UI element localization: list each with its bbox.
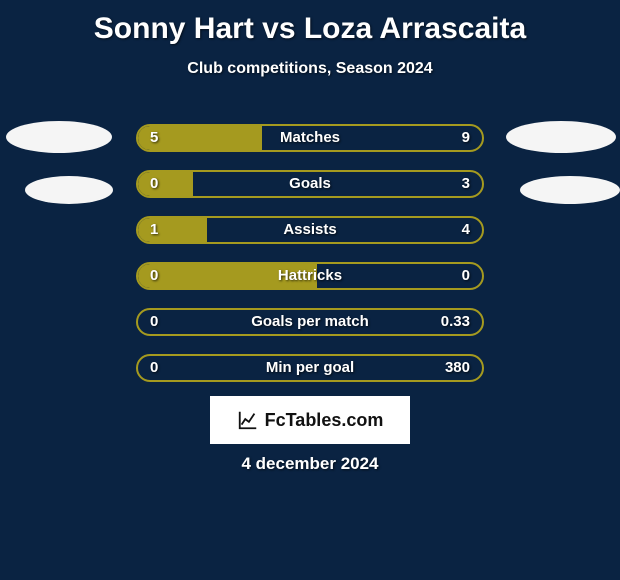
page-title: Sonny Hart vs Loza Arrascaita: [0, 0, 620, 46]
stat-bar: 1Assists4: [136, 216, 484, 244]
bar-label: Matches: [138, 126, 482, 150]
chart-icon: [237, 409, 259, 431]
bar-value-right: 0: [462, 264, 470, 288]
date-label: 4 december 2024: [0, 454, 620, 474]
stat-bar: 0Goals3: [136, 170, 484, 198]
bar-value-right: 380: [445, 356, 470, 380]
player-left-avatar-1: [6, 121, 112, 153]
comparison-bars: 5Matches90Goals31Assists40Hattricks00Goa…: [136, 124, 484, 400]
player-left-avatar-2: [25, 176, 113, 204]
player-right-avatar-2: [520, 176, 620, 204]
player-right-avatar-1: [506, 121, 616, 153]
stat-bar: 0Min per goal380: [136, 354, 484, 382]
bar-label: Goals per match: [138, 310, 482, 334]
bar-value-right: 3: [462, 172, 470, 196]
stat-bar: 5Matches9: [136, 124, 484, 152]
bar-value-right: 0.33: [441, 310, 470, 334]
subtitle: Club competitions, Season 2024: [0, 60, 620, 78]
stat-bar: 0Goals per match0.33: [136, 308, 484, 336]
bar-value-right: 4: [462, 218, 470, 242]
bar-label: Goals: [138, 172, 482, 196]
bar-label: Min per goal: [138, 356, 482, 380]
bar-label: Assists: [138, 218, 482, 242]
stat-bar: 0Hattricks0: [136, 262, 484, 290]
bar-value-right: 9: [462, 126, 470, 150]
logo-box: FcTables.com: [210, 396, 410, 444]
logo-text: FcTables.com: [265, 410, 384, 431]
bar-label: Hattricks: [138, 264, 482, 288]
